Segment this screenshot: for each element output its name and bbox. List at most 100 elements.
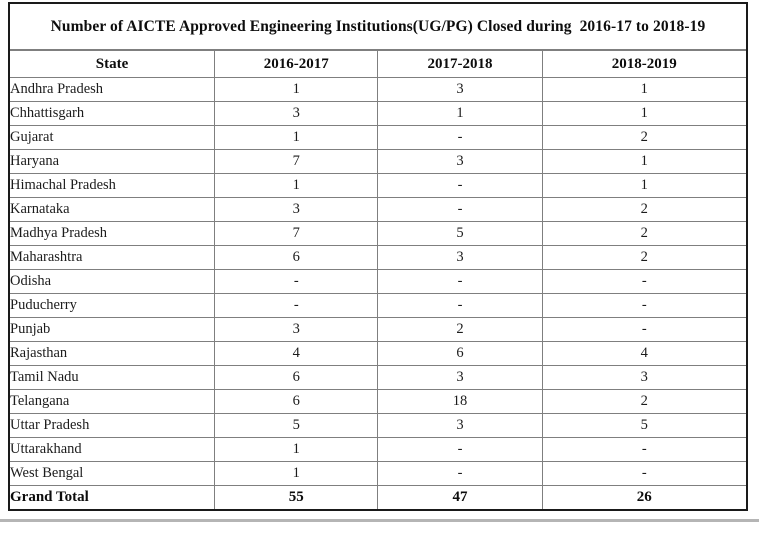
table-title: Number of AICTE Approved Engineering Ins… (10, 4, 746, 50)
column-header-2018-2019: 2018-2019 (541, 50, 746, 78)
value-cell: 1 (541, 101, 746, 126)
table-row: Haryana 7 3 1 (10, 149, 746, 174)
value-cell: 6 (214, 389, 379, 414)
value-cell: - (541, 269, 746, 294)
grand-total-value: 26 (541, 485, 746, 509)
value-cell: 1 (214, 437, 379, 462)
value-cell: - (377, 461, 543, 486)
state-cell: Haryana (10, 149, 216, 174)
grand-total-row: Grand Total 55 47 26 (10, 485, 746, 509)
state-cell: Madhya Pradesh (10, 221, 216, 246)
table-row: West Bengal 1- - (10, 461, 746, 486)
value-cell: 3 (377, 413, 543, 438)
value-cell: - (377, 173, 543, 198)
value-cell: 1 (214, 77, 379, 102)
state-cell: Punjab (10, 317, 216, 342)
value-cell: 6 (214, 245, 379, 270)
value-cell: 2 (377, 317, 543, 342)
value-cell: 3 (214, 197, 379, 222)
value-cell: 7 (214, 149, 379, 174)
value-cell: 6 (377, 341, 543, 366)
column-header-2016-2017: 2016-2017 (214, 50, 379, 78)
value-cell: 1 (377, 101, 543, 126)
state-cell: Maharashtra (10, 245, 216, 270)
value-cell: 5 (541, 413, 746, 438)
value-cell: - (541, 317, 746, 342)
state-cell: Tamil Nadu (10, 365, 216, 390)
state-cell: Gujarat (10, 125, 216, 150)
value-cell: 3 (541, 365, 746, 390)
value-cell: 5 (214, 413, 379, 438)
state-cell: Andhra Pradesh (10, 77, 216, 102)
table-body: Andhra Pradesh 1 3 1 Chhattisgarh 3 1 1 Gujarat 1… (10, 77, 746, 509)
value-cell: - (214, 293, 379, 318)
value-cell: - (214, 269, 379, 294)
value-cell: 3 (377, 149, 543, 174)
value-cell: - (541, 293, 746, 318)
grand-total-value: 55 (214, 485, 379, 509)
value-cell: 1 (541, 149, 746, 174)
table-row: Puducherry - - - (10, 293, 746, 318)
value-cell: 2 (541, 245, 746, 270)
table-row: Maharashtra 6 3 2 (10, 245, 746, 270)
table-row: Karnataka 3-2 (10, 197, 746, 222)
value-cell: 6 (214, 365, 379, 390)
value-cell: 3 (214, 317, 379, 342)
table-row: Chhattisgarh 3 1 1 (10, 101, 746, 126)
table-row: Odisha - - - (10, 269, 746, 294)
table-row: Tamil Nadu 6 3 3 (10, 365, 746, 390)
state-cell: Puducherry (10, 293, 216, 318)
table-row: Uttar Pradesh 5 3 5 (10, 413, 746, 438)
table-row: Andhra Pradesh 1 3 1 (10, 77, 746, 102)
value-cell: 3 (214, 101, 379, 126)
value-cell: 18 (377, 389, 543, 414)
table-row: Madhya Pradesh 7 5 2 (10, 221, 746, 246)
value-cell: - (377, 125, 543, 150)
value-cell: 5 (377, 221, 543, 246)
header-row: State 2016-2017 2017-2018 2018-2019 (10, 50, 746, 78)
column-header-2017-2018: 2017-2018 (377, 50, 543, 78)
value-cell: 2 (541, 125, 746, 150)
value-cell: 1 (214, 173, 379, 198)
grand-total-label: Grand Total (10, 485, 216, 509)
institutions-closed-table: Number of AICTE Approved Engineering Ins… (8, 2, 748, 511)
state-cell: West Bengal (10, 461, 216, 486)
value-cell: 7 (214, 221, 379, 246)
value-cell: - (541, 461, 746, 486)
value-cell: 2 (541, 389, 746, 414)
value-cell: - (377, 293, 543, 318)
value-cell: - (377, 437, 543, 462)
table-row: Punjab 3 2- (10, 317, 746, 342)
table-row: Telangana 6 18 2 (10, 389, 746, 414)
table-row: Himachal Pradesh 1-1 (10, 173, 746, 198)
value-cell: 2 (541, 197, 746, 222)
value-cell: - (377, 197, 543, 222)
state-cell: Rajasthan (10, 341, 216, 366)
value-cell: - (541, 437, 746, 462)
table-row: Uttarakhand 1- - (10, 437, 746, 462)
data-table: State 2016-2017 2017-2018 2018-2019 Andh… (10, 50, 746, 509)
state-cell: Karnataka (10, 197, 216, 222)
value-cell: 4 (214, 341, 379, 366)
state-cell: Himachal Pradesh (10, 173, 216, 198)
state-cell: Odisha (10, 269, 216, 294)
value-cell: 1 (214, 125, 379, 150)
value-cell: 1 (541, 173, 746, 198)
grand-total-value: 47 (377, 485, 543, 509)
state-cell: Uttarakhand (10, 437, 216, 462)
state-cell: Chhattisgarh (10, 101, 216, 126)
value-cell: 3 (377, 365, 543, 390)
column-header-state: State (10, 50, 216, 78)
value-cell: 2 (541, 221, 746, 246)
state-cell: Uttar Pradesh (10, 413, 216, 438)
value-cell: 4 (541, 341, 746, 366)
table-row: Gujarat 1-2 (10, 125, 746, 150)
value-cell: 3 (377, 77, 543, 102)
value-cell: 1 (541, 77, 746, 102)
state-cell: Telangana (10, 389, 216, 414)
bottom-divider (0, 519, 759, 522)
table-row: Rajasthan 4 6 4 (10, 341, 746, 366)
value-cell: - (377, 269, 543, 294)
value-cell: 3 (377, 245, 543, 270)
value-cell: 1 (214, 461, 379, 486)
